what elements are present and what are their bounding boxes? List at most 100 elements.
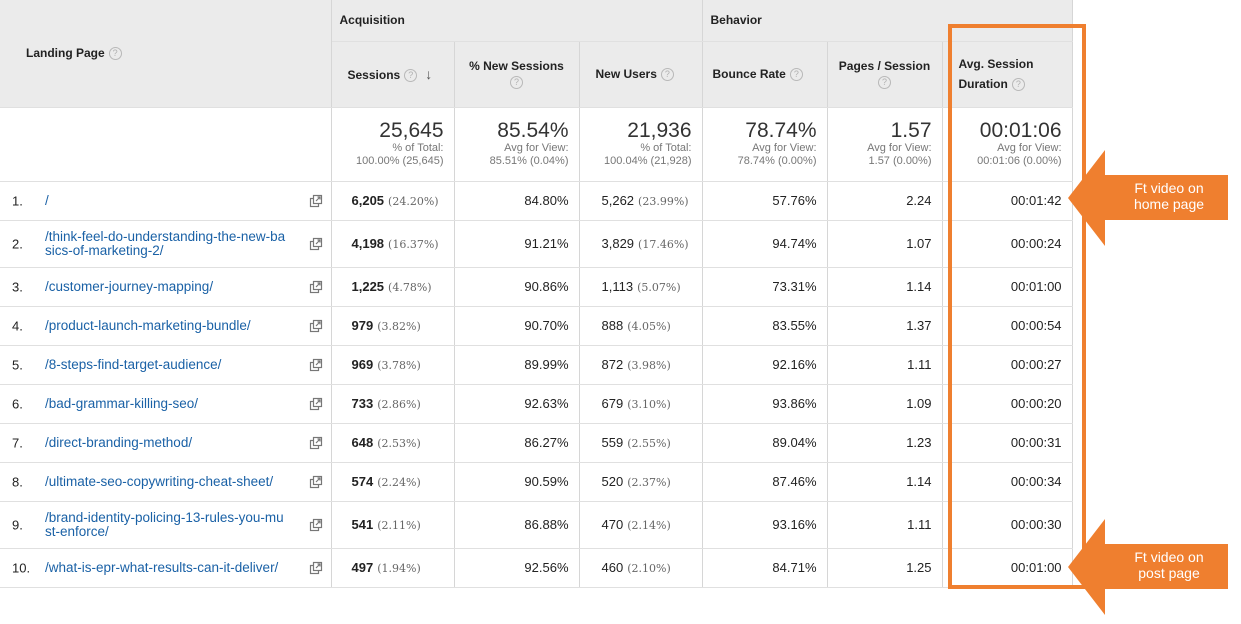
bounce-rate-label: Bounce Rate [712, 66, 786, 81]
avg-duration-cell: 00:00:34 [942, 462, 1073, 502]
column-header-sessions[interactable]: Sessions? ↓ [331, 41, 455, 108]
group-header-acquisition: Acquisition [331, 0, 703, 42]
help-icon[interactable]: ? [1011, 78, 1025, 92]
landing-page-link[interactable]: /direct-branding-method/ [45, 434, 193, 450]
callout-post-text: Ft video on post page [1134, 549, 1204, 581]
landing-page-link[interactable]: /ultimate-seo-copywriting-cheat-sheet/ [45, 473, 274, 489]
totals-row: 25,645% of Total: 100.00% (25,645) 85.54%… [0, 107, 1073, 182]
help-icon[interactable]: ? [789, 68, 803, 82]
landing-page-cell: 3. /customer-journey-mapping/ [0, 267, 332, 307]
table-row: 6. /bad-grammar-killing-seo/733 (2.86%) 92.… [0, 384, 1073, 424]
new-users-cell: 888 (4.05%) [579, 306, 703, 346]
landing-page-label: Landing Page [26, 46, 105, 61]
landing-page-link[interactable]: /think-feel-do-understanding-the-new-ba s… [45, 228, 286, 258]
column-header-pages-per-session[interactable]: Pages / Session? [827, 41, 943, 108]
help-icon[interactable]: ? [108, 47, 122, 61]
total-bounce-rate: 78.74% Avg for View: 78.74% (0.00%) [702, 107, 828, 182]
open-external-icon[interactable] [309, 518, 323, 532]
pages-per-session-cell: 1.07 [827, 220, 943, 268]
open-external-icon[interactable] [309, 475, 323, 489]
sessions-cell: 979 (3.82%) [331, 306, 455, 346]
help-icon[interactable]: ? [660, 68, 674, 82]
landing-page-link[interactable]: /product-launch-marketing-bundle/ [45, 317, 251, 333]
new-users-cell: 872 (3.98%) [579, 345, 703, 385]
table-row: 10. /what-is-epr-what-results-can-it-deli… [0, 548, 1073, 588]
table-row: 4. /product-launch-marketing-bundle/979 (3… [0, 306, 1073, 346]
total-new-sessions-pct: 85.54% Avg for View: 85.51% (0.04%) [454, 107, 580, 182]
open-external-icon[interactable] [309, 319, 323, 333]
bounce-rate-cell: 93.86% [702, 384, 828, 424]
landing-page-cell: 2. /think-feel-do-understanding-the-new-b… [0, 220, 332, 268]
bounce-rate-cell: 87.46% [702, 462, 828, 502]
open-external-icon[interactable] [309, 358, 323, 372]
landing-page-link[interactable]: /what-is-epr-what-results-can-it-deliver… [45, 559, 279, 575]
table-row: 9. /brand-identity-policing-13-rules-you-… [0, 501, 1073, 549]
open-external-icon[interactable] [309, 237, 323, 251]
bounce-rate-cell: 94.74% [702, 220, 828, 268]
avg-duration-cell: 00:00:54 [942, 306, 1073, 346]
landing-page-link[interactable]: / [45, 192, 49, 208]
landing-page-cell: 10. /what-is-epr-what-results-can-it-deli… [0, 548, 332, 588]
table-row: 2. /think-feel-do-understanding-the-new-b… [0, 220, 1073, 268]
help-icon[interactable]: ? [878, 76, 891, 89]
landing-page-link[interactable]: /brand-identity-policing-13-rules-you-mu… [45, 509, 284, 539]
new-sessions-cell: 86.27% [454, 423, 580, 463]
sessions-cell: 4,198 (16.37%) [331, 220, 455, 268]
table-row: 5. /8-steps-find-target-audience/969 (3.78… [0, 345, 1073, 385]
sessions-cell: 574 (2.24%) [331, 462, 455, 502]
column-header-new-users[interactable]: New Users? [579, 41, 703, 108]
bounce-rate-cell: 73.31% [702, 267, 828, 307]
pages-per-session-cell: 1.11 [827, 345, 943, 385]
bounce-rate-cell: 83.55% [702, 306, 828, 346]
column-header-bounce-rate[interactable]: Bounce Rate? [702, 41, 828, 108]
row-number: 6. [12, 396, 23, 411]
new-users-cell: 559 (2.55%) [579, 423, 703, 463]
new-sessions-cell: 92.56% [454, 548, 580, 588]
landing-page-link[interactable]: /customer-journey-mapping/ [45, 278, 214, 294]
avg-duration-cell: 00:00:30 [942, 501, 1073, 549]
sessions-cell: 648 (2.53%) [331, 423, 455, 463]
row-number: 9. [12, 517, 23, 532]
table-row: 8. /ultimate-seo-copywriting-cheat-sheet/… [0, 462, 1073, 502]
new-sessions-cell: 90.86% [454, 267, 580, 307]
sessions-cell: 1,225 (4.78%) [331, 267, 455, 307]
new-sessions-cell: 90.70% [454, 306, 580, 346]
pages-per-session-cell: 1.09 [827, 384, 943, 424]
new-users-cell: 1,113 (5.07%) [579, 267, 703, 307]
open-external-icon[interactable] [309, 194, 323, 208]
new-sessions-cell: 90.59% [454, 462, 580, 502]
new-users-label: New Users [595, 66, 657, 81]
new-sessions-cell: 89.99% [454, 345, 580, 385]
sessions-cell: 6,205 (24.20%) [331, 181, 455, 221]
open-external-icon[interactable] [309, 436, 323, 450]
pages-per-session-cell: 2.24 [827, 181, 943, 221]
row-number: 7. [12, 435, 23, 450]
avg-duration-cell: 00:00:27 [942, 345, 1073, 385]
new-users-cell: 5,262 (23.99%) [579, 181, 703, 221]
new-sessions-cell: 92.63% [454, 384, 580, 424]
sessions-cell: 541 (2.11%) [331, 501, 455, 549]
avg-duration-label-line1: Avg. Session [958, 57, 1034, 71]
landing-page-link[interactable]: /8-steps-find-target-audience/ [45, 356, 222, 372]
help-icon[interactable]: ? [404, 69, 418, 83]
open-external-icon[interactable] [309, 280, 323, 294]
new-users-cell: 679 (3.10%) [579, 384, 703, 424]
help-icon[interactable]: ? [510, 76, 523, 89]
open-external-icon[interactable] [309, 397, 323, 411]
landing-page-cell: 1. / [0, 181, 332, 221]
pages-per-session-cell: 1.23 [827, 423, 943, 463]
landing-page-cell: 4. /product-launch-marketing-bundle/ [0, 306, 332, 346]
avg-duration-cell: 00:01:00 [942, 548, 1073, 588]
landing-page-link[interactable]: /bad-grammar-killing-seo/ [45, 395, 199, 411]
open-external-icon[interactable] [309, 561, 323, 575]
callout-arrow-shape [1068, 150, 1228, 246]
sort-descending-icon[interactable]: ↓ [425, 65, 433, 82]
new-sessions-cell: 86.88% [454, 501, 580, 549]
avg-duration-cell: 00:01:42 [942, 181, 1073, 221]
total-sessions: 25,645% of Total: 100.00% (25,645) [331, 107, 455, 182]
total-pages-per-session: 1.57 Avg for View: 1.57 (0.00%) [827, 107, 943, 182]
column-header-landing-page[interactable]: Landing Page? [0, 0, 332, 108]
landing-page-cell: 5. /8-steps-find-target-audience/ [0, 345, 332, 385]
column-header-new-sessions-pct[interactable]: % New Sessions? [454, 41, 580, 108]
column-header-avg-session-duration[interactable]: Avg. Session Duration? [942, 41, 1073, 108]
